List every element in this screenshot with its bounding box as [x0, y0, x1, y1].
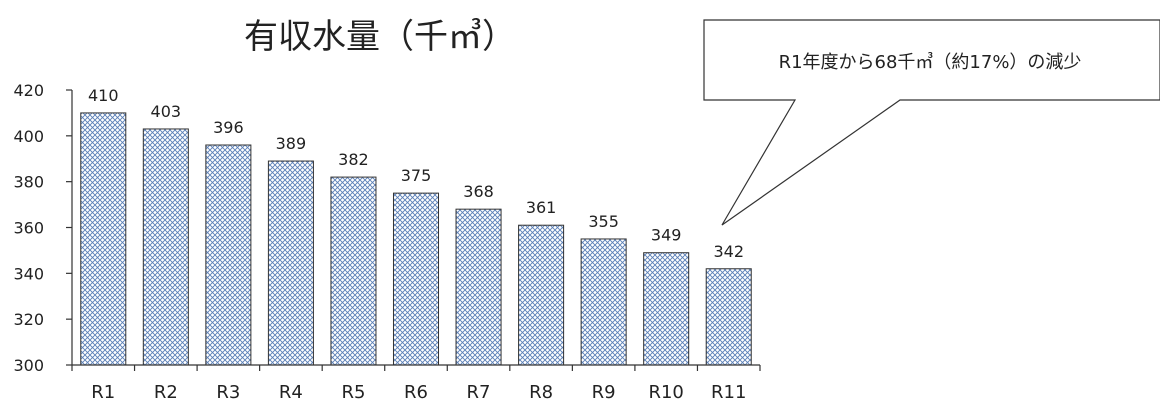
data-label-R11: 342 — [713, 242, 744, 261]
chart-title: 有収水量（千㎥） — [244, 17, 516, 57]
x-tick-label-R1: R1 — [91, 382, 115, 403]
y-axis: 300 320 340 360 380 400 420 — [13, 81, 73, 375]
x-tick-label-R4: R4 — [279, 382, 303, 403]
data-label-R4: 389 — [276, 134, 307, 153]
data-label-R1: 410 — [88, 86, 119, 105]
x-tick-label-R5: R5 — [341, 382, 365, 403]
x-tick-label-R6: R6 — [404, 382, 428, 403]
data-label-R7: 368 — [463, 182, 494, 201]
x-axis: R1 R2 R3 R4 R5 R6 R7 R8 R9 R10 R11 — [71, 364, 761, 403]
y-tick-label: 360 — [13, 219, 44, 238]
x-tick-label-R11: R11 — [711, 382, 746, 403]
x-tick-label-R3: R3 — [216, 382, 240, 403]
y-tick-label: 340 — [13, 264, 44, 283]
data-label-R3: 396 — [213, 118, 244, 137]
callout-shape — [703, 19, 1160, 226]
y-tick-label: 320 — [13, 310, 44, 329]
bar-R5 — [330, 176, 377, 366]
bars: 410 403 396 389 382 375 368 361 355 349 342 — [80, 86, 752, 366]
bar-R11 — [705, 268, 752, 366]
data-label-R2: 403 — [151, 102, 182, 121]
bar-R7 — [455, 208, 502, 366]
bar-R8 — [518, 224, 565, 366]
x-tick-label-R7: R7 — [467, 382, 491, 403]
x-tick-label-R9: R9 — [592, 382, 616, 403]
bar-R4 — [267, 160, 314, 366]
data-label-R9: 355 — [588, 212, 619, 231]
callout-text: R1年度から68千㎥（約17%）の減少 — [779, 52, 1082, 73]
x-tick-label-R8: R8 — [529, 382, 553, 403]
x-tick-label-R10: R10 — [648, 382, 683, 403]
bar-R1 — [80, 112, 127, 366]
data-label-R5: 382 — [338, 150, 369, 169]
y-tick-label: 380 — [13, 173, 44, 192]
data-label-R8: 361 — [526, 198, 557, 217]
data-label-R6: 375 — [401, 166, 432, 185]
y-tick-label: 400 — [13, 127, 44, 146]
bar-R9 — [580, 238, 627, 366]
y-tick-label: 420 — [13, 81, 44, 100]
bar-R6 — [392, 192, 440, 366]
bar-R10 — [643, 252, 690, 366]
x-tick-label-R2: R2 — [154, 382, 178, 403]
bar-R2 — [142, 128, 189, 366]
data-label-R10: 349 — [651, 226, 682, 245]
callout: R1年度から68千㎥（約17%）の減少 — [703, 19, 1160, 226]
bar-R3 — [205, 144, 252, 366]
y-tick-label: 300 — [13, 356, 44, 375]
